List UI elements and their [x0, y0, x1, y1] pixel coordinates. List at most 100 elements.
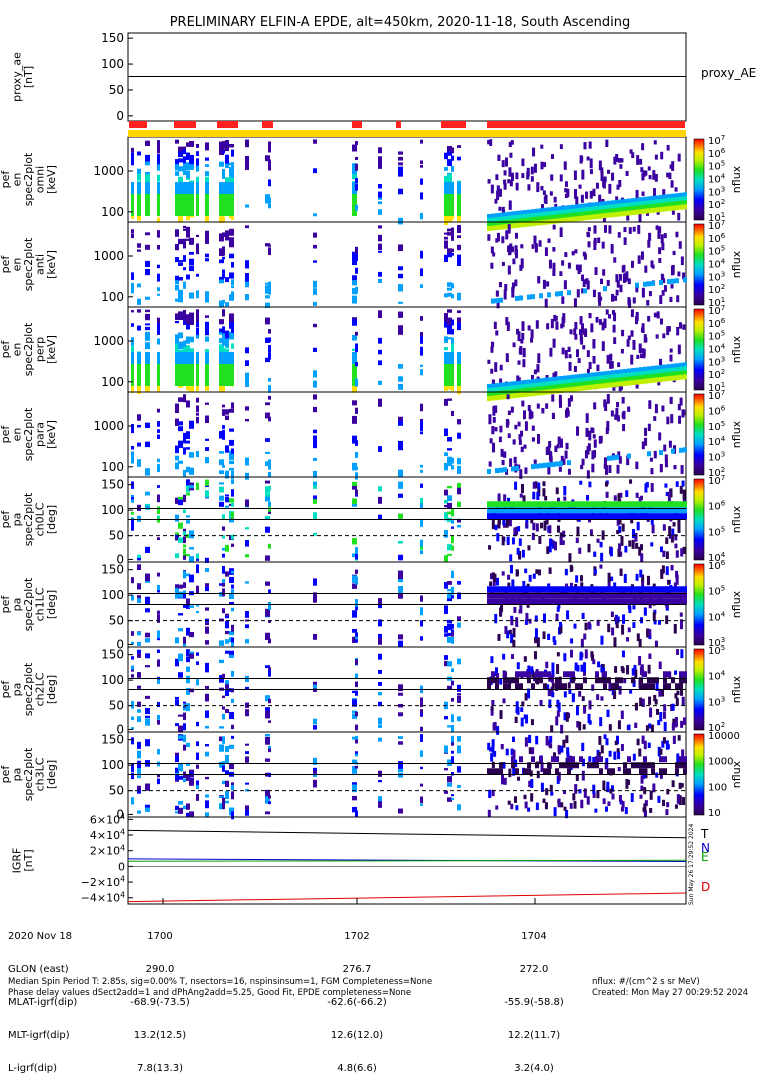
heatmap-cell — [186, 656, 190, 663]
heatmap-cell — [538, 569, 542, 576]
heatmap-cell — [661, 740, 665, 748]
heatmap-cell — [608, 750, 612, 757]
heatmap-cell — [531, 425, 535, 431]
colorbar-gradient — [693, 648, 705, 731]
heatmap-cell — [527, 379, 531, 385]
heatmap-cell — [444, 633, 448, 637]
heatmap-cell — [175, 696, 179, 700]
heatmap-cell — [186, 703, 190, 712]
heatmap-cell — [640, 544, 644, 551]
heatmap-cell — [603, 176, 607, 183]
heatmap-cell — [268, 141, 271, 150]
heatmap-cell — [549, 347, 553, 357]
heatmap-cell — [615, 683, 619, 690]
heatmap-cell — [265, 357, 270, 363]
heatmap-cell — [186, 216, 190, 219]
heatmap-cell — [559, 291, 563, 297]
heatmap-cell — [183, 267, 186, 271]
heatmap-cell — [639, 158, 643, 165]
colorbar-tick: 103 — [708, 185, 725, 198]
heatmap-cell — [229, 460, 234, 465]
heatmap-cell — [245, 743, 249, 746]
heatmap-cell — [313, 579, 317, 586]
heatmap-cell — [225, 494, 229, 497]
heatmap-cell — [313, 347, 317, 353]
heatmap-cell — [205, 776, 209, 780]
heatmap-cell — [639, 513, 643, 520]
heatmap-cell — [178, 312, 183, 321]
heatmap-cell — [378, 349, 382, 355]
heatmap-cell — [535, 463, 539, 469]
heatmap-cell — [378, 780, 382, 783]
heatmap-cell — [535, 501, 539, 508]
heatmap-cell — [559, 174, 563, 182]
heatmap-cell — [583, 598, 587, 605]
heatmap-cell — [527, 665, 531, 674]
heatmap-cell — [616, 184, 620, 190]
heatmap-cell — [559, 144, 563, 150]
heatmap-cell — [491, 789, 495, 797]
heatmap-cell — [587, 762, 591, 769]
heatmap-cell — [447, 248, 452, 257]
heatmap-cell — [538, 240, 542, 247]
heatmap-cell — [583, 501, 587, 508]
heatmap-cell — [679, 397, 683, 406]
heatmap-cell — [564, 568, 568, 576]
heatmap-cell — [137, 641, 141, 646]
heatmap-cell — [219, 659, 224, 664]
heatmap-cell — [544, 495, 548, 501]
heatmap-cell — [540, 144, 544, 149]
heatmap-cell — [575, 196, 579, 205]
heatmap-cell — [183, 734, 186, 743]
heatmap-cell — [647, 683, 651, 690]
heatmap-cell — [607, 370, 611, 376]
heatmap-cell — [457, 385, 461, 391]
heatmap-cell — [186, 803, 190, 810]
colorbar-tick: 105 — [708, 585, 725, 598]
heatmap-cell — [654, 154, 658, 160]
heatmap-cell — [538, 535, 542, 544]
heatmap-cell — [641, 579, 645, 588]
heatmap-cell — [178, 146, 183, 150]
heatmap-cell — [205, 744, 209, 747]
heatmap-cell — [487, 179, 491, 184]
heatmap-cell — [131, 387, 134, 394]
heatmap-cell — [581, 274, 585, 281]
heatmap-cell — [175, 280, 179, 285]
heatmap-cell — [591, 598, 595, 605]
heatmap-cell — [222, 588, 225, 597]
heatmap-cell — [650, 468, 654, 475]
heatmap-cell — [623, 592, 627, 599]
heatmap-cell — [205, 557, 209, 563]
heatmap-cell — [355, 752, 358, 757]
heatmap-cell — [355, 346, 358, 353]
heatmap-cell — [683, 513, 687, 520]
heatmap-cell — [183, 435, 186, 442]
heatmap-cell — [531, 464, 535, 470]
heatmap-cell — [555, 321, 559, 330]
heatmap-cell — [555, 461, 559, 467]
heatmap-cell — [145, 260, 150, 267]
heatmap-cell — [451, 725, 454, 733]
heatmap-cell — [229, 576, 234, 583]
heatmap-cell — [675, 598, 679, 605]
heatmap-cell — [523, 392, 527, 398]
heatmap-cell — [555, 388, 559, 394]
heatmap-cell — [651, 513, 655, 520]
heatmap-cell — [600, 552, 604, 562]
heatmap-cell — [637, 255, 641, 264]
heatmap-cell — [587, 507, 591, 514]
heatmap-cell — [668, 172, 672, 180]
heatmap-cell — [632, 753, 636, 761]
heatmap-cell — [556, 699, 560, 708]
heatmap-cell — [313, 779, 317, 788]
heatmap-cell — [624, 545, 628, 553]
heatmap-cell — [183, 149, 186, 155]
heatmap-cell — [451, 337, 454, 345]
heatmap-cell — [516, 328, 520, 335]
heatmap-cell — [609, 360, 613, 369]
heatmap-cell — [178, 591, 183, 598]
heatmap-cell — [579, 377, 583, 383]
heatmap-cell — [619, 211, 623, 217]
heatmap-cell — [186, 275, 190, 280]
